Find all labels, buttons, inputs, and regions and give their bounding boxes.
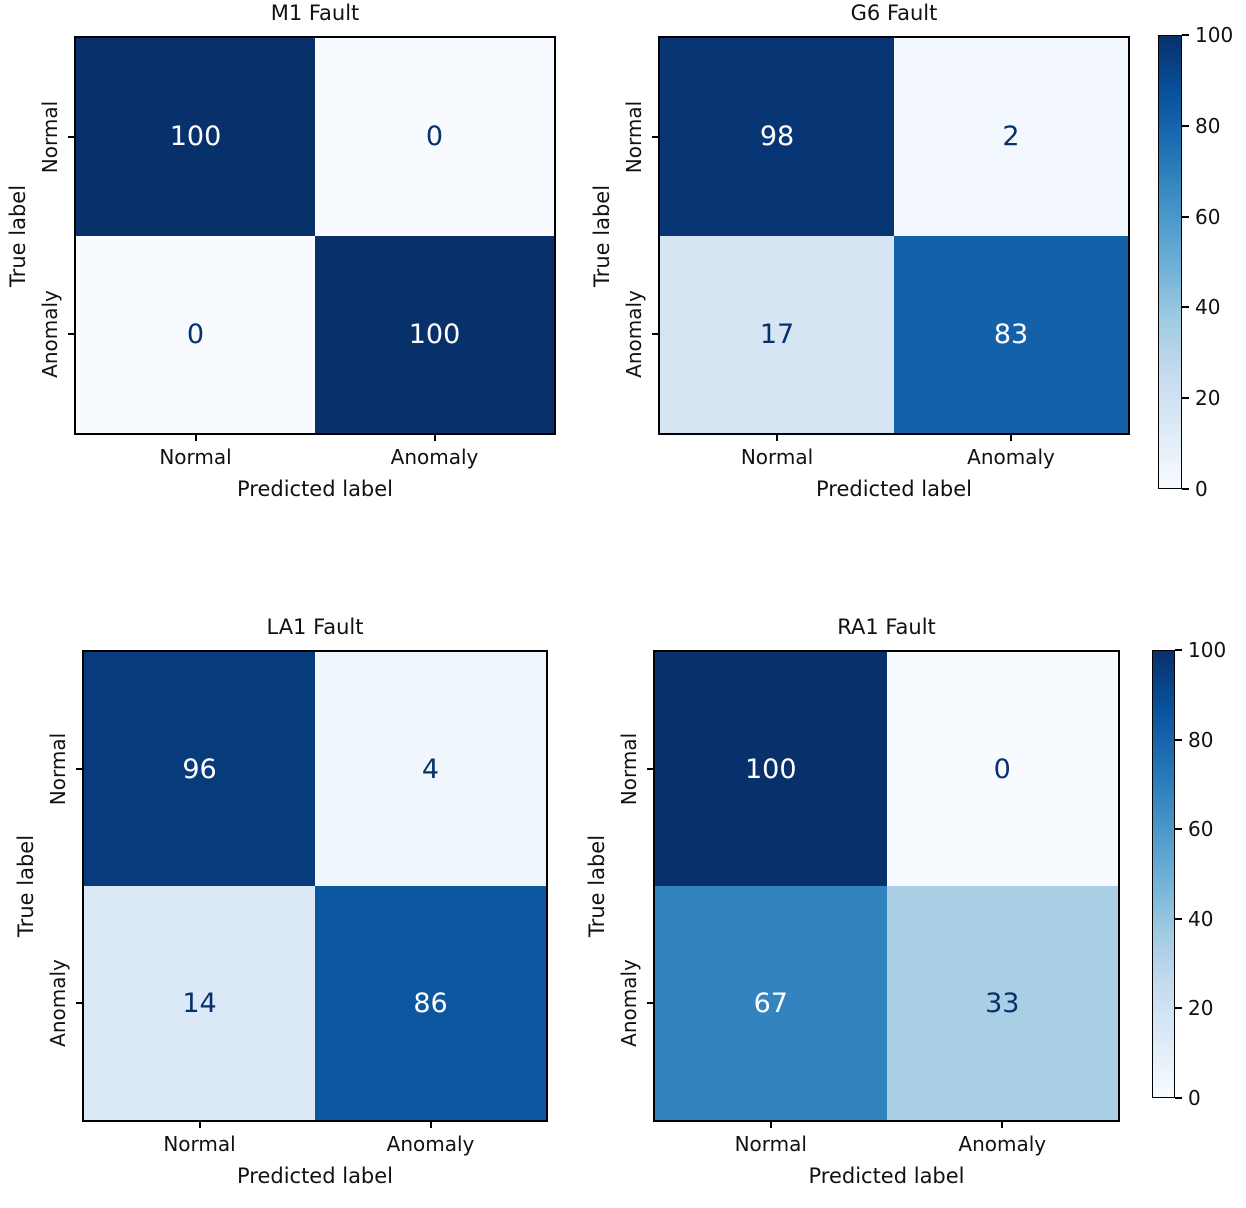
y-tick-label: Anomaly xyxy=(622,290,646,379)
colorbar-row1: 100 80 60 40 20 0 xyxy=(1158,23,1233,501)
y-tick-label: Anomaly xyxy=(38,290,62,379)
colorbar-tick-label: 60 xyxy=(1195,204,1221,229)
y-tick-label: Anomaly xyxy=(46,959,70,1047)
colorbar-tick-mark xyxy=(1175,917,1182,920)
x-tick-label: Anomaly xyxy=(967,445,1055,469)
x-axis-label: Predicted label xyxy=(808,1164,965,1188)
matrix-cell-true-normal-pred-normal: 96 xyxy=(84,652,315,886)
confusion-matrix-la1-fault: LA1 Fault 96 4 14 86 Normal Anomaly Norm… xyxy=(14,615,548,1188)
matrix-cell-true-anomaly-pred-normal: 14 xyxy=(84,886,315,1120)
confusion-matrix-g6-fault: G6 Fault 98 2 17 83 Normal Anomaly Norma… xyxy=(590,1,1130,501)
y-tick-label: Normal xyxy=(622,100,646,173)
y-axis-label: True label xyxy=(6,184,30,287)
matrix-cell-true-anomaly-pred-anomaly: 86 xyxy=(315,886,546,1120)
colorbar-gradient xyxy=(1152,650,1175,1098)
matrix-cells: 96 4 14 86 xyxy=(84,652,546,1120)
matrix-cell-true-anomaly-pred-normal: 0 xyxy=(76,235,315,433)
colorbar-tick-label: 100 xyxy=(1188,638,1227,662)
colorbar-tick-label: 20 xyxy=(1195,386,1221,411)
y-axis-label: True label xyxy=(14,834,38,938)
x-tick-label: Anomaly xyxy=(958,1132,1047,1156)
colorbar-row2: 100 80 60 40 20 0 xyxy=(1152,638,1226,1110)
matrix-cell-true-normal-pred-anomaly: 0 xyxy=(886,652,1118,886)
colorbar-gradient xyxy=(1158,35,1182,489)
x-tick-mark xyxy=(198,1120,201,1128)
colorbar-tick-mark xyxy=(1175,828,1182,831)
x-tick-label: Normal xyxy=(163,1132,236,1156)
y-tick-label: Normal xyxy=(617,732,641,806)
colorbar-tick-mark xyxy=(1182,124,1189,127)
colorbar-tick-mark xyxy=(1182,34,1189,36)
x-tick-mark xyxy=(769,1120,772,1128)
colorbar-tick-label: 80 xyxy=(1188,727,1214,752)
y-tick-mark xyxy=(76,1002,84,1004)
panel-title: G6 Fault xyxy=(850,1,938,25)
y-tick-mark xyxy=(76,768,84,770)
x-tick-mark xyxy=(194,433,197,441)
matrix-cell-true-anomaly-pred-anomaly: 33 xyxy=(886,886,1118,1120)
colorbar-tick-label: 40 xyxy=(1188,906,1214,931)
x-tick-mark xyxy=(429,1120,432,1128)
matrix-cell-true-normal-pred-anomaly: 2 xyxy=(894,38,1128,236)
colorbar-tick-mark xyxy=(1175,1007,1182,1010)
y-tick-mark xyxy=(647,1002,655,1004)
x-tick-mark xyxy=(1001,1120,1004,1128)
colorbar-tick-label: 60 xyxy=(1188,817,1214,842)
colorbar-tick-label: 20 xyxy=(1188,996,1214,1021)
y-tick-label: Normal xyxy=(46,732,70,806)
colorbar-tick-mark xyxy=(1182,397,1189,400)
panel-title: RA1 Fault xyxy=(837,615,936,639)
matrix-cell-true-anomaly-pred-normal: 17 xyxy=(660,235,894,433)
confusion-matrix-m1-fault: M1 Fault 100 0 0 100 Normal Anomaly Norm… xyxy=(6,1,556,501)
y-axis-label: True label xyxy=(585,834,609,938)
colorbar-tick-mark xyxy=(1175,649,1182,651)
colorbar-tick-label: 80 xyxy=(1195,113,1221,138)
x-tick-mark xyxy=(433,433,436,441)
y-tick-mark xyxy=(652,333,660,336)
x-tick-label: Anomaly xyxy=(386,1132,475,1156)
colorbar-tick-label: 0 xyxy=(1195,477,1208,501)
colorbar-tick-label: 40 xyxy=(1195,295,1221,320)
colorbar-tick-label: 100 xyxy=(1195,23,1234,47)
y-tick-label: Anomaly xyxy=(617,959,641,1047)
matrix-cell-true-normal-pred-normal: 100 xyxy=(655,652,887,886)
matrix-cells: 100 0 67 33 xyxy=(655,652,1118,1120)
matrix-cell-true-normal-pred-anomaly: 0 xyxy=(315,38,554,236)
x-tick-label: Normal xyxy=(159,445,232,469)
matrix-cell-true-normal-pred-anomaly: 4 xyxy=(315,652,546,886)
y-tick-mark xyxy=(652,135,660,138)
y-tick-label: Normal xyxy=(38,100,62,173)
y-tick-mark xyxy=(68,333,76,336)
x-tick-mark xyxy=(1010,433,1012,441)
x-tick-label: Normal xyxy=(734,1132,807,1156)
matrix-cells: 98 2 17 83 xyxy=(660,38,1128,433)
x-axis-label: Predicted label xyxy=(236,1164,394,1188)
colorbar-tick-mark xyxy=(1175,1097,1182,1099)
matrix-cell-true-normal-pred-normal: 98 xyxy=(660,38,894,236)
colorbar-tick-mark xyxy=(1182,306,1189,309)
colorbar-tick-label: 0 xyxy=(1188,1086,1201,1110)
colorbar-tick-mark xyxy=(1182,488,1189,490)
matrix-cell-true-anomaly-pred-anomaly: 83 xyxy=(894,235,1128,433)
matrix-cell-true-anomaly-pred-anomaly: 100 xyxy=(315,235,554,433)
matrix-cell-true-anomaly-pred-normal: 67 xyxy=(655,886,887,1120)
y-axis-label: True label xyxy=(590,184,614,287)
panel-title: LA1 Fault xyxy=(266,615,364,639)
x-tick-label: Normal xyxy=(740,445,814,469)
panel-title: M1 Fault xyxy=(270,1,360,25)
y-tick-mark xyxy=(647,768,655,770)
colorbar-tick-mark xyxy=(1175,738,1182,741)
confusion-matrix-ra1-fault: RA1 Fault 100 0 67 33 Normal Anomaly Nor… xyxy=(585,615,1120,1188)
x-tick-label: Anomaly xyxy=(390,445,479,469)
matrix-cell-true-normal-pred-normal: 100 xyxy=(76,38,315,236)
matrix-cells: 100 0 0 100 xyxy=(76,38,554,433)
x-axis-label: Predicted label xyxy=(815,477,973,501)
x-axis-label: Predicted label xyxy=(236,477,394,501)
y-tick-mark xyxy=(68,135,76,138)
x-tick-mark xyxy=(776,433,778,441)
colorbar-tick-mark xyxy=(1182,215,1189,218)
